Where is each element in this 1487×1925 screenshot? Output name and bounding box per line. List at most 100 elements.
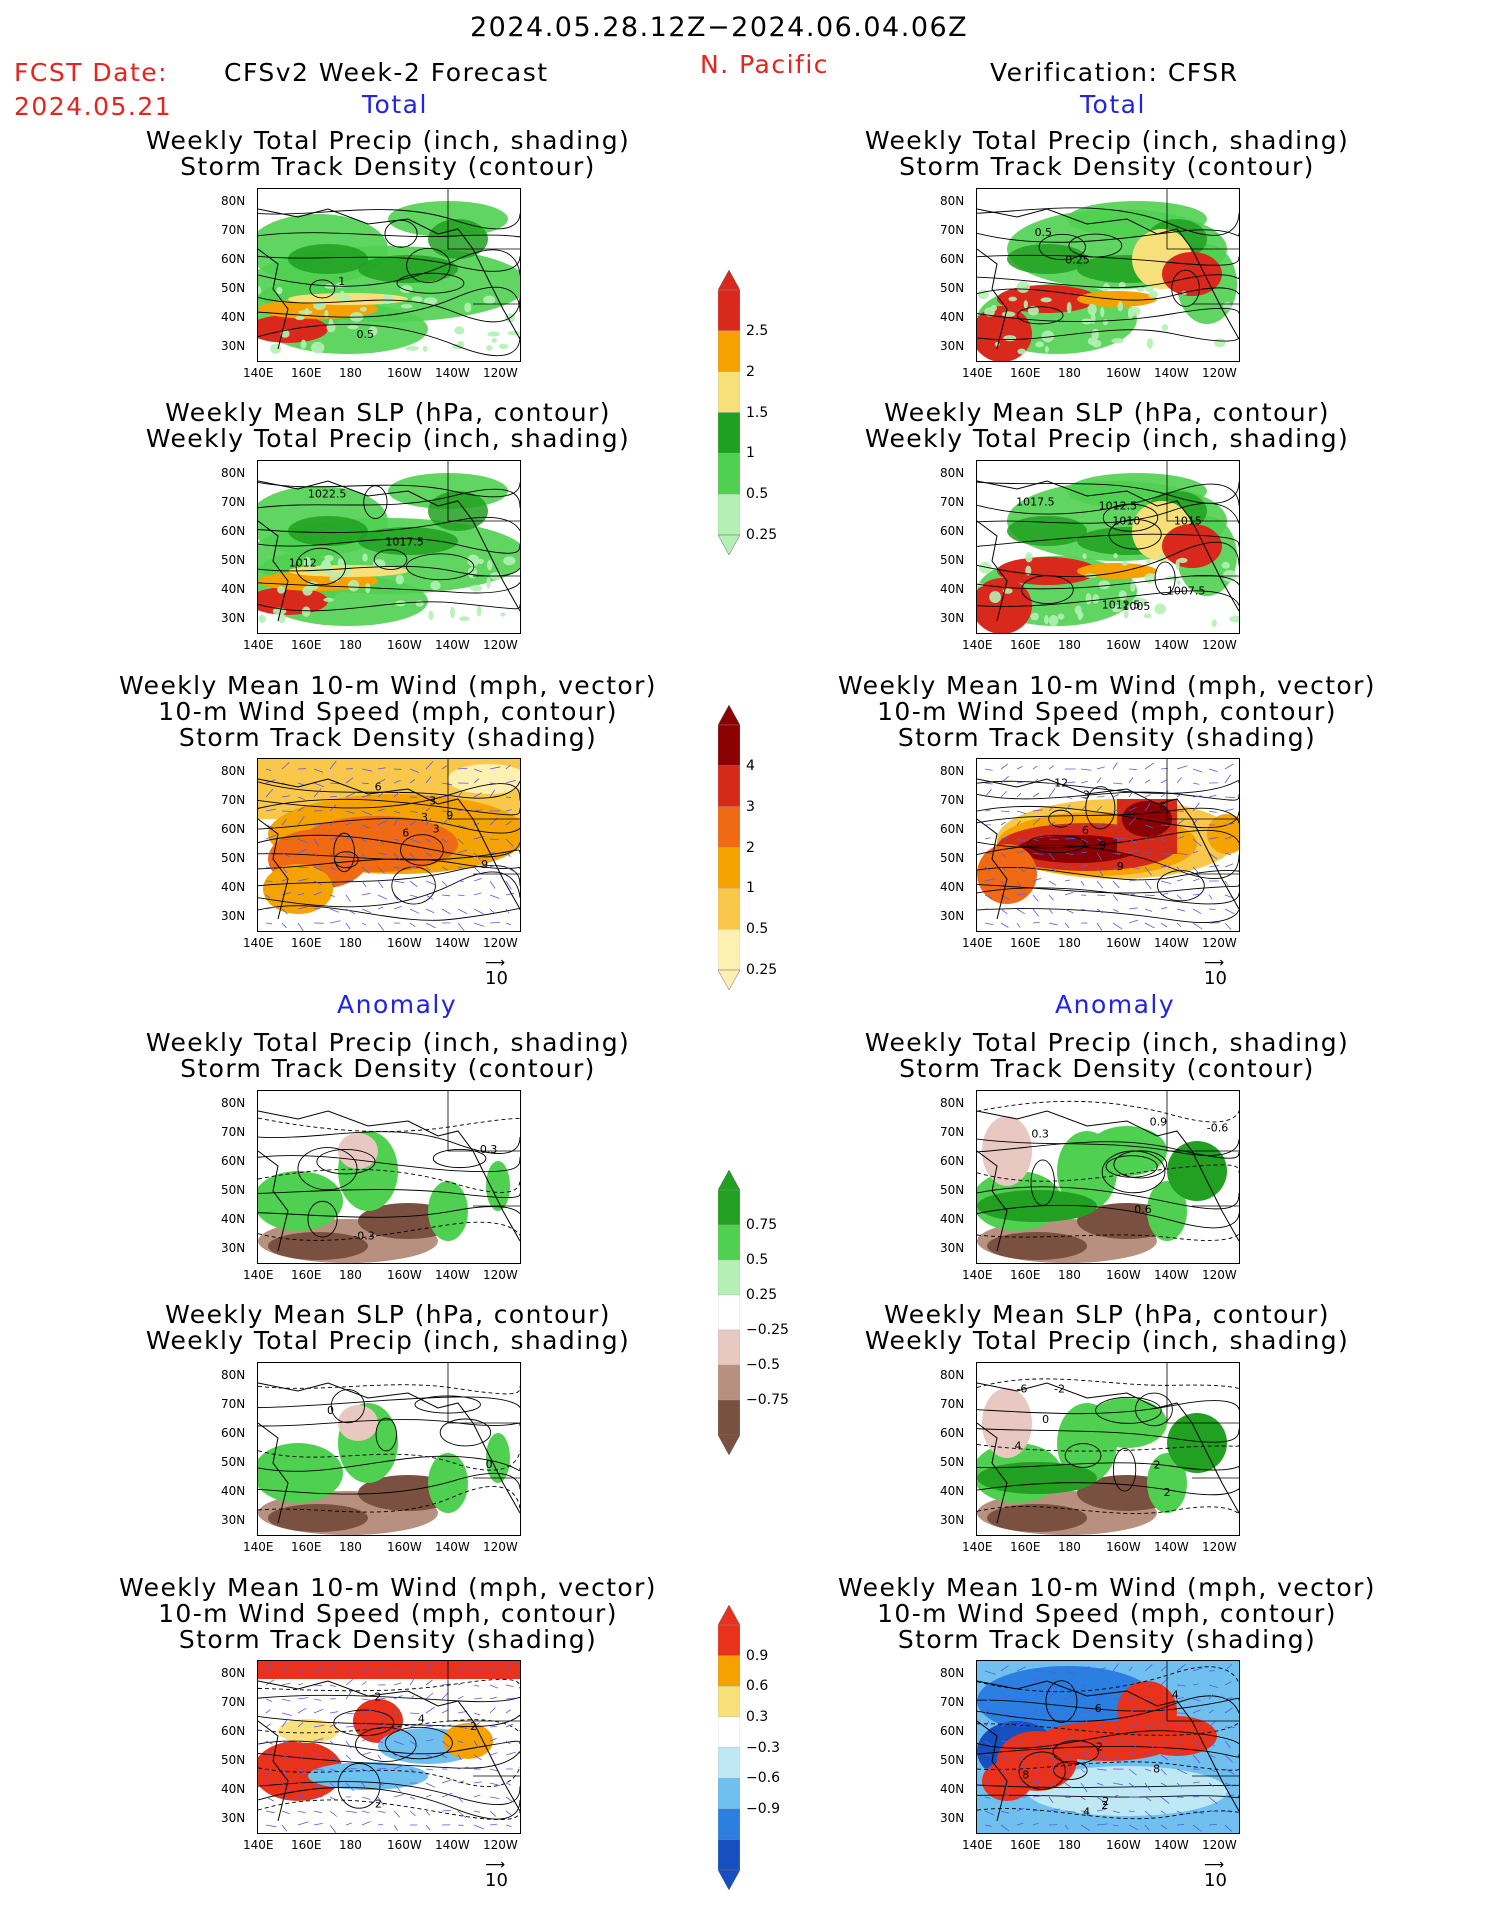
- lat-tick-label: 70N: [221, 223, 246, 237]
- lon-tick-label: 140W: [1154, 1268, 1189, 1282]
- panel-title-p3-right-line2: 10-m Wind Speed (mph, contour): [877, 697, 1337, 726]
- contour-label: 6: [1082, 824, 1089, 837]
- lat-tick-label: 30N: [221, 611, 246, 625]
- lon-tick-label: 140W: [435, 1268, 470, 1282]
- lat-tick-label: 70N: [221, 495, 246, 509]
- panel-title-p3-right-line3: Storm Track Density (shading): [897, 723, 1317, 752]
- lat-tick-label: 40N: [221, 880, 246, 894]
- lon-tick-label: 160E: [291, 1540, 322, 1554]
- lat-tick-label: 50N: [221, 1183, 246, 1197]
- lat-tick-label: 30N: [940, 611, 965, 625]
- lon-tick-label: 180: [1058, 1268, 1081, 1282]
- panel-title-a1-left-line1: Weekly Total Precip (inch, shading): [145, 1028, 631, 1057]
- lat-tick-label: 60N: [940, 1154, 965, 1168]
- lat-tick-label: 30N: [221, 1513, 246, 1527]
- lat-tick-label: 30N: [940, 1241, 965, 1255]
- lat-tick-label: 70N: [221, 1397, 246, 1411]
- lon-tick-label: 160W: [1106, 1838, 1141, 1852]
- panel-title-p2-left-line2: Weekly Total Precip (inch, shading): [145, 424, 631, 453]
- colorbar-label: 2: [746, 363, 755, 380]
- contour-label: 0: [327, 1404, 334, 1417]
- lat-tick-label: 80N: [940, 1096, 965, 1110]
- lat-tick-label: 70N: [940, 495, 965, 509]
- lat-tick-label: 40N: [940, 1212, 965, 1226]
- lat-tick-label: 70N: [940, 1695, 965, 1709]
- lon-tick-label: 160W: [1106, 936, 1141, 950]
- contour-label: 3: [429, 795, 436, 808]
- lon-tick-label: 160E: [291, 1838, 322, 1852]
- lon-tick-label: 160W: [1106, 366, 1141, 380]
- lon-tick-label: 140E: [243, 1268, 274, 1282]
- lon-tick-label: 180: [339, 638, 362, 652]
- lon-tick-label: 120W: [483, 1268, 518, 1282]
- lon-tick-label: 140E: [243, 366, 274, 380]
- panel-title-p3-right-line1: Weekly Mean 10-m Wind (mph, vector): [838, 671, 1376, 700]
- lat-tick-label: 60N: [221, 524, 246, 538]
- panel-title-p1-right-line1: Weekly Total Precip (inch, shading): [864, 126, 1350, 155]
- contour-label: 0: [1042, 1413, 1049, 1426]
- panel-title-p2-right-line2: Weekly Total Precip (inch, shading): [864, 424, 1350, 453]
- lon-tick-label: 120W: [1202, 638, 1237, 652]
- lon-tick-label: 140E: [962, 366, 993, 380]
- panel-title-a2-right-line2: Weekly Total Precip (inch, shading): [864, 1326, 1350, 1355]
- lat-tick-label: 30N: [221, 909, 246, 923]
- panel-title-a3-right-line2: 10-m Wind Speed (mph, contour): [877, 1599, 1337, 1628]
- lon-tick-label: 120W: [483, 638, 518, 652]
- lon-tick-label: 140W: [435, 1540, 470, 1554]
- lon-tick-label: 140E: [962, 1268, 993, 1282]
- contour-label: 0.3: [480, 1143, 498, 1156]
- lon-tick-label: 160E: [291, 366, 322, 380]
- map-a2-right: -2 2 -6 4 0 2: [976, 1362, 1240, 1536]
- colorbar-label: 0.5: [746, 921, 769, 938]
- lat-tick-label: 60N: [221, 822, 246, 836]
- lon-tick-label: 140W: [1154, 638, 1189, 652]
- contour-label: 2: [1101, 1799, 1108, 1812]
- lon-tick-label: 180: [1058, 936, 1081, 950]
- contour-label: -2: [1054, 1382, 1065, 1395]
- lon-tick-label: 160E: [291, 936, 322, 950]
- lat-tick-label: 50N: [221, 553, 246, 567]
- panel-title-p3-left-line2: 10-m Wind Speed (mph, contour): [158, 697, 618, 726]
- contour-label: 2: [1164, 1486, 1171, 1499]
- lon-tick-label: 140W: [435, 936, 470, 950]
- contour-label: 9: [481, 858, 488, 871]
- contour-label: 1005: [1122, 600, 1150, 613]
- lat-tick-label: 60N: [221, 252, 246, 266]
- map-a1-left: 0.3 -0.3: [257, 1090, 521, 1264]
- lat-tick-label: 40N: [940, 880, 965, 894]
- panel-title-a2-right-line1: Weekly Mean SLP (hPa, contour): [884, 1300, 1330, 1329]
- lon-tick-label: 120W: [483, 1540, 518, 1554]
- lon-tick-label: 180: [1058, 1540, 1081, 1554]
- panel-title-a1-left-line2: Storm Track Density (contour): [180, 1054, 596, 1083]
- lat-tick-label: 40N: [940, 582, 965, 596]
- lon-tick-label: 120W: [1202, 1268, 1237, 1282]
- lat-tick-label: 80N: [221, 1666, 246, 1680]
- lon-tick-label: 140E: [243, 1540, 274, 1554]
- colorbar-storm-anomaly: [717, 1604, 741, 1891]
- lon-tick-label: 120W: [1202, 936, 1237, 950]
- lat-tick-label: 40N: [221, 1782, 246, 1796]
- contour-label: 1017.5: [385, 536, 424, 549]
- section-total-right: Total: [1080, 90, 1146, 119]
- colorbar-label: −0.9: [746, 1800, 780, 1817]
- lon-tick-label: 160W: [387, 638, 422, 652]
- contour-label: 2: [374, 1690, 381, 1703]
- colorbar-label: 1: [746, 880, 755, 897]
- lat-tick-label: 40N: [221, 1484, 246, 1498]
- lon-tick-label: 120W: [1202, 1540, 1237, 1554]
- lon-tick-label: 180: [1058, 366, 1081, 380]
- lon-tick-label: 160E: [1010, 1540, 1041, 1554]
- contour-label: 9: [1117, 860, 1124, 873]
- lat-tick-label: 70N: [940, 1125, 965, 1139]
- lon-tick-label: 160E: [1010, 936, 1041, 950]
- panel-title-a3-right-line3: Storm Track Density (shading): [897, 1625, 1317, 1654]
- contour-label: 2: [1096, 1741, 1103, 1754]
- lat-tick-label: 80N: [940, 1666, 965, 1680]
- lat-tick-label: 50N: [940, 1455, 965, 1469]
- lon-tick-label: 120W: [483, 936, 518, 950]
- contour-label: 6: [1095, 1702, 1102, 1715]
- lon-tick-label: 180: [1058, 1838, 1081, 1852]
- right-column-title: Verification: CFSR: [990, 58, 1239, 87]
